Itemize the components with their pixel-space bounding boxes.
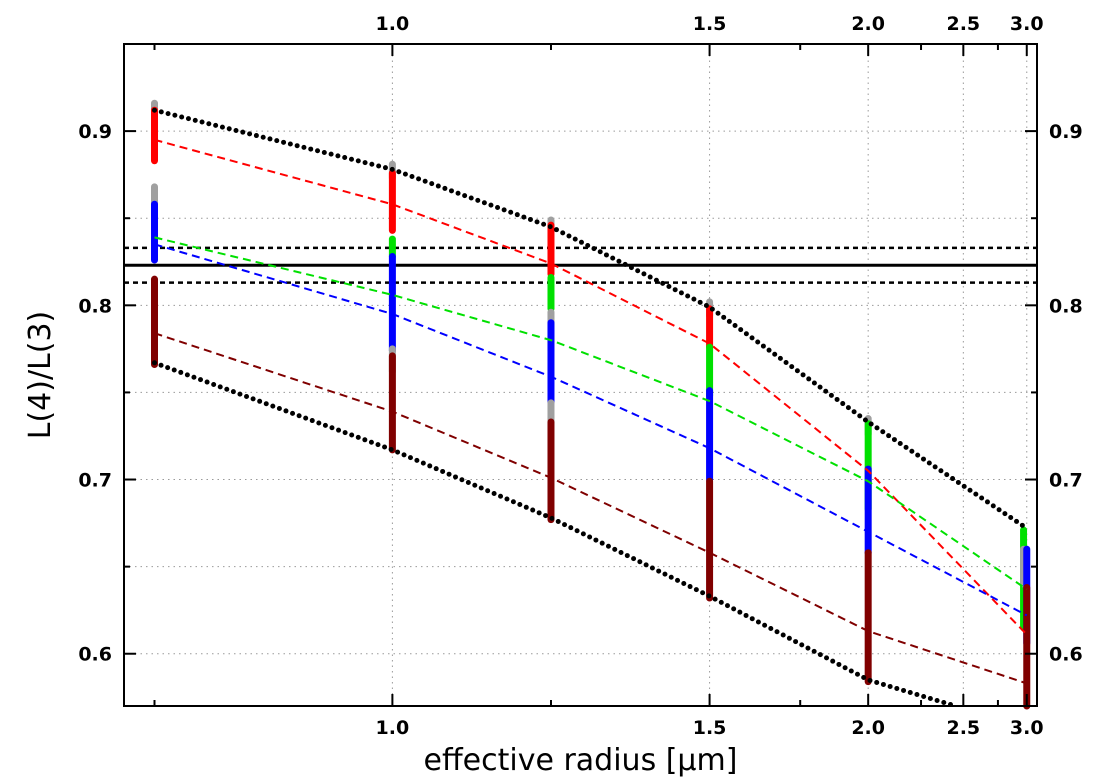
series-line [154,332,1028,685]
y-tick-label: 0.9 [78,121,112,143]
x-tick-label-top: 2.0 [851,13,885,35]
reference-lines [124,246,1037,284]
y-tick-label-right: 0.9 [1049,121,1083,143]
series-line [154,243,1028,617]
x-tick-label-top: 2.5 [946,13,980,35]
x-tick-label: 2.0 [851,717,885,739]
y-tick-label: 0.7 [78,470,112,492]
plot-frame [123,43,1038,707]
x-tick-label: 2.5 [946,717,980,739]
x-tick-label-top: 3.0 [1010,13,1044,35]
x-tick-label: 1.0 [376,717,410,739]
y-tick-label: 0.8 [78,295,112,317]
series-line [152,107,1030,531]
series-line [154,138,1028,636]
x-tick-label: 3.0 [1010,717,1044,739]
tick-labels: 1.0 1.0 1.5 1.5 2.0 2.0 2.5 2.5 3.0 3.0 0.6 0.6 0.7 0… [78,13,1082,739]
x-tick-label-top: 1.5 [693,13,727,35]
axis-ticks [124,44,1037,706]
x-tick-label-top: 1.0 [376,13,410,35]
y-tick-label-right: 0.7 [1049,470,1083,492]
series-line [152,360,959,709]
grid [124,43,1037,706]
y-axis-label: L(4)/L(3) [23,311,58,440]
x-tick-label: 1.5 [693,717,727,739]
point-columns [150,99,1031,710]
series-line [154,236,1028,591]
y-tick-label-right: 0.8 [1049,295,1083,317]
series-lines [152,107,1030,709]
x-axis-label: effective radius [μm] [424,743,738,778]
y-tick-label: 0.6 [78,644,112,666]
y-tick-label-right: 0.6 [1049,644,1083,666]
